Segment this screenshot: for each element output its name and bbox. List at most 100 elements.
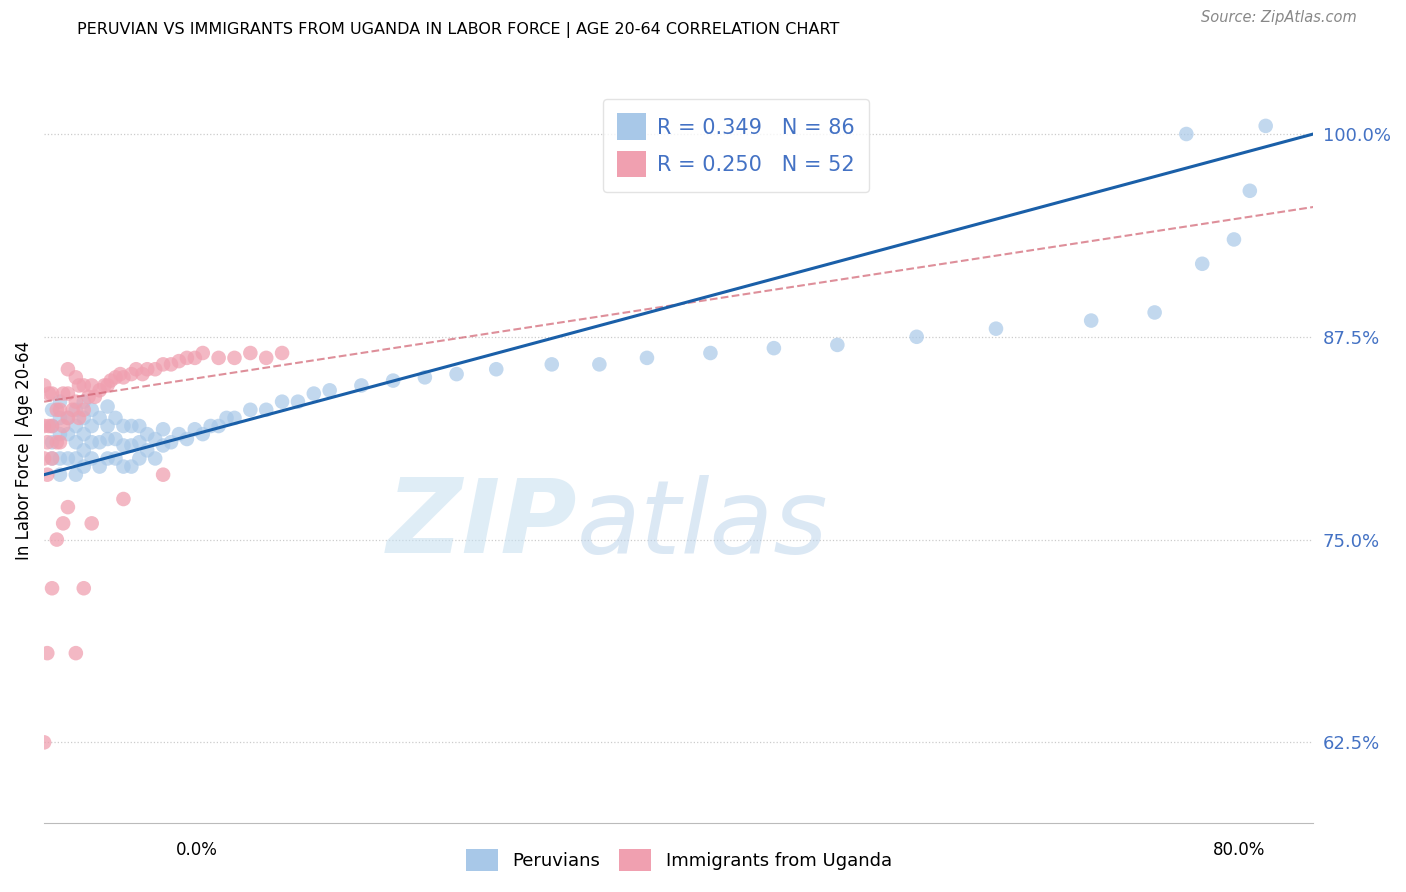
Point (762, 341, 785, 355)
Point (73, 402, 96, 417)
Point (446, 367, 468, 381)
Point (37, 435, 59, 450)
Point (73, 394, 96, 409)
Point (104, 432, 127, 446)
Point (152, 422, 174, 436)
Point (143, 362, 166, 376)
Point (97, 419, 120, 434)
Point (160, 357, 183, 371)
Point (65, 451, 87, 466)
Point (143, 432, 166, 446)
Point (271, 394, 294, 409)
Point (152, 438, 174, 452)
Point (32, 735, 55, 749)
Point (73, 443, 96, 458)
Text: atlas: atlas (576, 475, 828, 575)
Point (254, 351, 277, 365)
Point (104, 370, 127, 384)
Point (38, 386, 60, 401)
Point (97, 451, 120, 466)
Point (540, 357, 562, 371)
Point (167, 354, 190, 368)
Point (38, 419, 60, 434)
Point (128, 451, 150, 466)
Point (382, 374, 405, 388)
Point (97, 378, 120, 392)
Point (827, 338, 849, 352)
Point (131, 367, 153, 381)
Point (176, 351, 198, 365)
Point (37, 646, 59, 660)
Point (184, 351, 207, 365)
Point (67, 378, 90, 392)
Point (41, 419, 63, 434)
Point (49, 435, 72, 450)
Point (56, 411, 79, 425)
Point (136, 443, 159, 458)
Point (128, 419, 150, 434)
Point (160, 435, 183, 450)
Point (67, 411, 90, 425)
Point (239, 346, 262, 360)
Point (413, 370, 436, 384)
Point (41, 435, 63, 450)
Point (125, 362, 148, 376)
Point (56, 500, 79, 515)
Point (112, 438, 135, 452)
Point (49, 451, 72, 466)
Point (65, 435, 87, 450)
Point (37, 467, 59, 482)
Point (207, 419, 229, 434)
Point (271, 346, 294, 360)
Point (1254, 119, 1277, 133)
Point (97, 400, 120, 414)
Point (112, 419, 135, 434)
Point (100, 374, 122, 388)
Point (200, 419, 222, 434)
Point (49, 411, 72, 425)
Point (112, 491, 135, 506)
Point (110, 367, 132, 381)
Point (77, 390, 100, 404)
Point (302, 386, 325, 401)
Point (65, 370, 87, 384)
Legend: R = 0.349   N = 86, R = 0.250   N = 52: R = 0.349 N = 86, R = 0.250 N = 52 (603, 99, 869, 192)
Point (73, 459, 96, 474)
Point (80, 419, 103, 434)
Point (1191, 257, 1213, 271)
Point (905, 330, 928, 344)
Point (104, 451, 127, 466)
Point (41, 419, 63, 434)
Point (73, 581, 96, 595)
Point (56, 386, 79, 401)
Point (350, 378, 373, 392)
Point (191, 427, 214, 442)
Point (41, 451, 63, 466)
Point (120, 459, 142, 474)
Point (65, 467, 87, 482)
Point (224, 411, 246, 425)
Point (65, 419, 87, 434)
Point (89, 411, 111, 425)
Point (207, 351, 229, 365)
Point (636, 351, 658, 365)
Point (97, 432, 120, 446)
Point (32, 378, 55, 392)
Point (41, 386, 63, 401)
Point (224, 351, 246, 365)
Point (120, 367, 142, 381)
Point (56, 411, 79, 425)
Point (984, 321, 1007, 335)
Point (80, 435, 103, 450)
Point (49, 402, 72, 417)
Y-axis label: In Labor Force | Age 20-64: In Labor Force | Age 20-64 (15, 341, 32, 560)
Point (65, 646, 87, 660)
Point (41, 402, 63, 417)
Point (93, 378, 115, 392)
Point (73, 427, 96, 442)
Point (136, 427, 159, 442)
Point (89, 384, 111, 398)
Point (56, 427, 79, 442)
Point (128, 435, 150, 450)
Point (176, 432, 198, 446)
